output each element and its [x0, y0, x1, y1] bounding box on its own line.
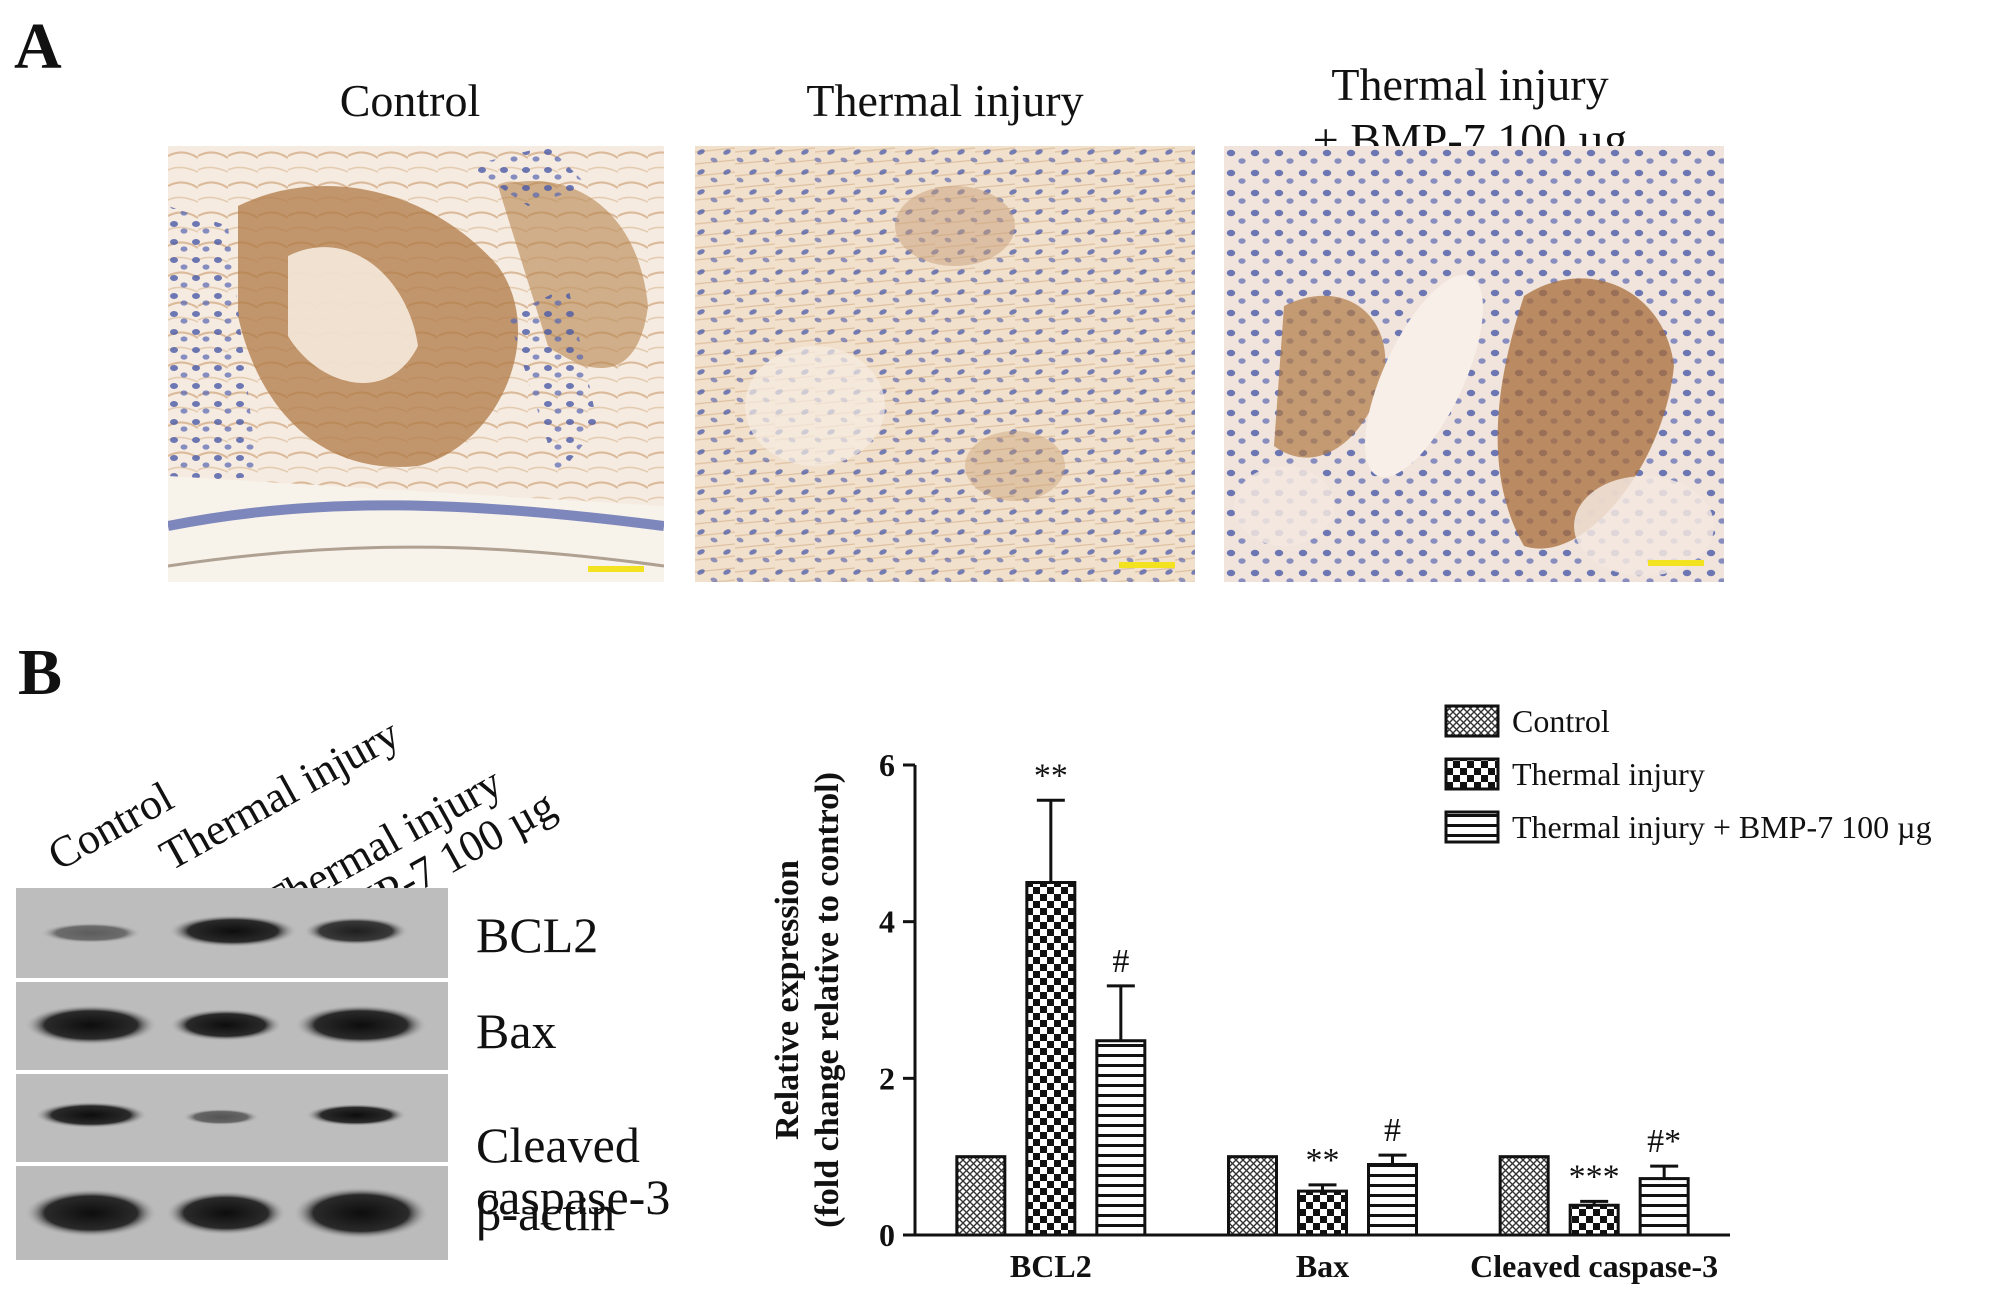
- caption-thermal-injury-bmp7: Thermal injury + BMP-7 100 µg: [1312, 59, 1628, 165]
- significance-label: #: [1112, 943, 1129, 980]
- bar: [1367, 1163, 1418, 1237]
- x-category-label: BCL2: [1010, 1248, 1092, 1284]
- blot-label-bax: Bax: [476, 1003, 557, 1059]
- micrograph-control-art: [168, 146, 664, 582]
- micrograph-thermal-injury-bmp7: [1224, 146, 1724, 582]
- micrograph-thermal-injury-art: [695, 146, 1195, 582]
- caption-control: Control: [339, 75, 481, 126]
- bar: [955, 1155, 1007, 1237]
- y-axis-label: Relative expression(fold change relative…: [769, 772, 846, 1228]
- y-tick-label: 6: [879, 747, 895, 783]
- micrograph-thermal-injury-bmp7-art: [1224, 146, 1724, 582]
- legend-swatch: [1444, 810, 1500, 844]
- legend-label: Control: [1512, 703, 1610, 739]
- western-blot-art: [16, 888, 448, 1260]
- scale-bar: [1119, 562, 1175, 568]
- bar: [1498, 1155, 1550, 1237]
- legend-label: Thermal injury + BMP-7 100 µg: [1512, 809, 1932, 845]
- y-tick-label: 4: [879, 904, 895, 940]
- bar-chart: 0 2 4 6 Relative expression(fold change rela…: [769, 703, 1932, 1284]
- scale-bar: [588, 566, 644, 572]
- y-tick-label: 2: [879, 1060, 895, 1096]
- significance-label: ***: [1569, 1158, 1620, 1195]
- panel-a-letter: A: [14, 10, 62, 83]
- bar: [1638, 1177, 1690, 1237]
- western-blot: [16, 888, 448, 1260]
- blot-label-beta-actin: β-actin: [476, 1185, 616, 1241]
- micrograph-thermal-injury: [695, 146, 1195, 582]
- x-category-label: Bax: [1296, 1248, 1349, 1284]
- panel-b-letter: B: [18, 636, 63, 709]
- blot-label-bcl2: BCL2: [476, 907, 599, 963]
- significance-label: #: [1384, 1112, 1401, 1149]
- bar: [1095, 1039, 1147, 1237]
- legend-swatch: [1444, 704, 1500, 738]
- y-tick-label: 0: [879, 1217, 895, 1253]
- bar: [1227, 1155, 1278, 1237]
- micrograph-control: [168, 146, 664, 582]
- significance-label: **: [1034, 757, 1068, 794]
- scale-bar: [1648, 560, 1704, 566]
- x-category-label: Cleaved caspase-3: [1470, 1248, 1718, 1284]
- bar: [1297, 1189, 1348, 1237]
- blot-label-cleaved-caspase-3: Cleaved caspase-3: [476, 1116, 671, 1225]
- legend-label: Thermal injury: [1512, 756, 1705, 792]
- caption-thermal-injury: Thermal injury: [806, 75, 1084, 126]
- bar: [1568, 1203, 1620, 1237]
- legend-swatch: [1444, 757, 1500, 791]
- lane-label-control: Control: [39, 772, 182, 881]
- significance-label: #*: [1647, 1123, 1681, 1160]
- significance-label: **: [1306, 1142, 1340, 1179]
- bar: [1025, 881, 1077, 1237]
